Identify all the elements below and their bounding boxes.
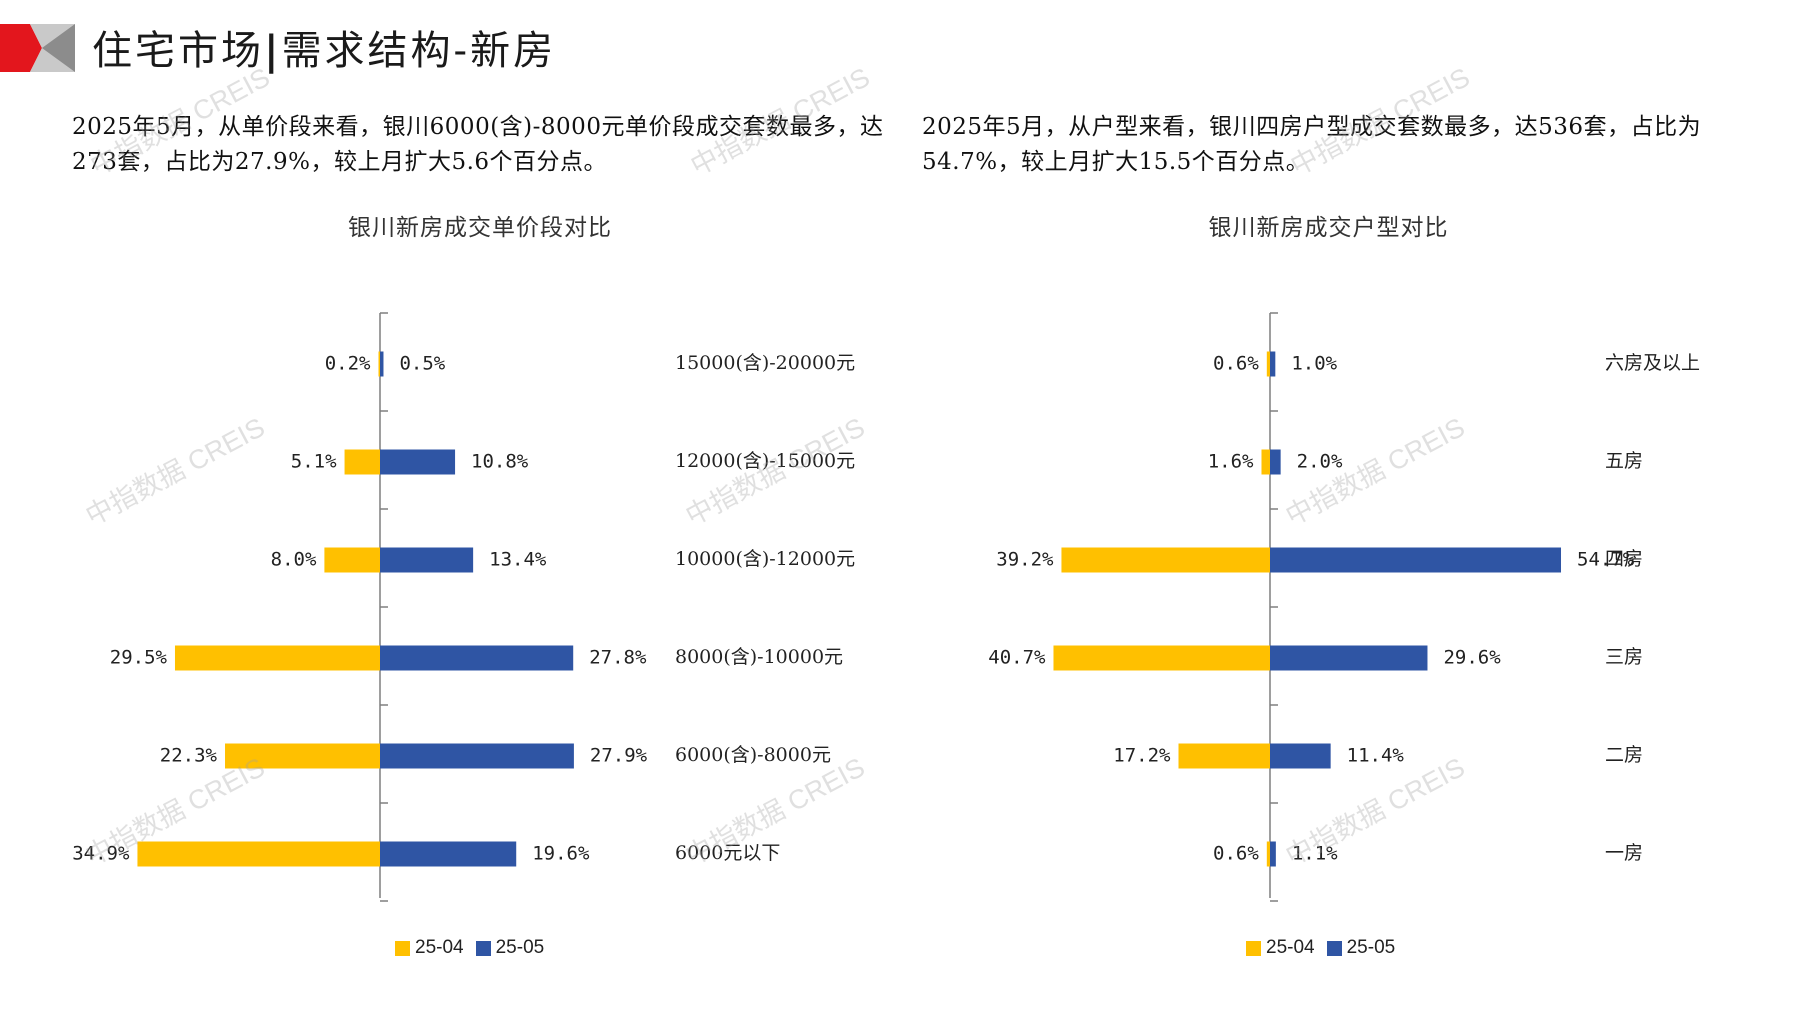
brand-logo-icon [0,24,75,72]
data-label-prev: 8.0% [271,549,317,571]
bar-curr [1270,743,1331,769]
category-label: 10000(含)-12000元 [675,548,855,570]
bar-prev [1266,351,1270,377]
title-section: 住宅市场 [92,28,264,74]
data-label-prev: 0.6% [1213,843,1259,865]
legend-price: 25-04 25-05 [395,937,550,959]
category-label: 二房 [1605,744,1643,766]
bar-prev [174,645,380,671]
bar-curr [1270,645,1428,671]
title-subsection: 需求结构-新房 [281,28,557,74]
legend-swatch-prev [395,940,410,956]
legend-swatch-prev [1246,940,1261,956]
data-label-curr: 13.4% [489,549,547,571]
data-label-curr: 29.6% [1443,647,1501,669]
category-label: 一房 [1605,842,1643,864]
bar-prev [225,743,380,769]
bar-prev [1266,841,1270,867]
bar-prev [137,841,380,867]
data-label-prev: 5.1% [291,451,337,473]
data-label-prev: 17.2% [1113,745,1171,767]
bar-curr [380,449,456,475]
bar-prev [1061,547,1270,573]
room-type-summary: 2025年5月，从户型来看，银川四房户型成交套数最多，达536套，占比为54.7… [922,114,1702,175]
bar-curr [1270,547,1562,573]
bar-curr [1270,351,1276,377]
data-label-prev: 22.3% [160,745,218,767]
legend-label-prev: 25-04 [415,937,464,958]
data-label-prev: 29.5% [110,647,168,669]
legend-item-prev: 25-04 [395,937,464,959]
legend-swatch-curr [475,940,491,956]
data-label-curr: 11.4% [1347,745,1405,767]
legend-room: 25-04 25-05 [1246,937,1401,959]
legend-label-curr: 25-05 [1346,937,1396,958]
category-label: 8000(含)-10000元 [675,646,843,668]
bar-prev [1261,449,1270,475]
data-label-prev: 40.7% [988,647,1046,669]
legend-label-curr: 25-05 [495,937,545,958]
data-label-curr: 1.1% [1292,843,1338,865]
title-separator: | [264,27,282,74]
legend-item-curr: 25-05 [475,937,545,959]
bar-prev [1178,743,1270,769]
bar-curr [1270,449,1281,475]
data-label-curr: 54.7% [1577,549,1635,571]
category-label: 6000元以下 [675,842,780,864]
data-label-curr: 19.6% [532,843,590,865]
category-label: 三房 [1605,646,1643,668]
bar-prev [378,351,380,377]
bar-prev [344,449,380,475]
page-title: 住宅市场|需求结构-新房 [92,18,556,76]
bar-prev [1053,645,1270,671]
legend-swatch-curr [1326,940,1342,956]
data-label-prev: 1.6% [1208,451,1254,473]
category-label: 四房 [1605,548,1643,570]
data-label-prev: 0.2% [325,353,371,375]
data-label-prev: 34.9% [72,843,130,865]
price-band-summary: 2025年5月，从单价段来看，银川6000(含)-8000元单价段成交套数最多，… [72,114,884,175]
bar-curr [380,743,574,769]
data-label-curr: 27.8% [589,647,647,669]
bar-curr [380,645,574,671]
category-label: 五房 [1605,450,1643,472]
legend-item-curr: 25-05 [1326,937,1396,959]
data-label-curr: 1.0% [1291,353,1337,375]
category-label: 15000(含)-20000元 [675,352,855,374]
bar-prev [324,547,380,573]
data-label-curr: 2.0% [1297,451,1343,473]
chart-title-price: 银川新房成交单价段对比 [348,215,612,241]
data-label-prev: 0.6% [1213,353,1259,375]
legend-label-prev: 25-04 [1266,937,1315,958]
data-label-curr: 10.8% [471,451,529,473]
category-label: 6000(含)-8000元 [675,744,831,766]
data-label-prev: 39.2% [996,549,1054,571]
bar-curr [380,351,384,377]
chart-title-room: 银川新房成交户型对比 [1208,215,1449,241]
category-label: 12000(含)-15000元 [675,450,855,472]
data-label-curr: 27.9% [590,745,648,767]
category-label: 六房及以上 [1605,352,1700,374]
bar-curr [1270,841,1276,867]
bar-curr [380,841,517,867]
bar-curr [380,547,474,573]
legend-item-prev: 25-04 [1246,937,1315,959]
data-label-curr: 0.5% [399,353,445,375]
